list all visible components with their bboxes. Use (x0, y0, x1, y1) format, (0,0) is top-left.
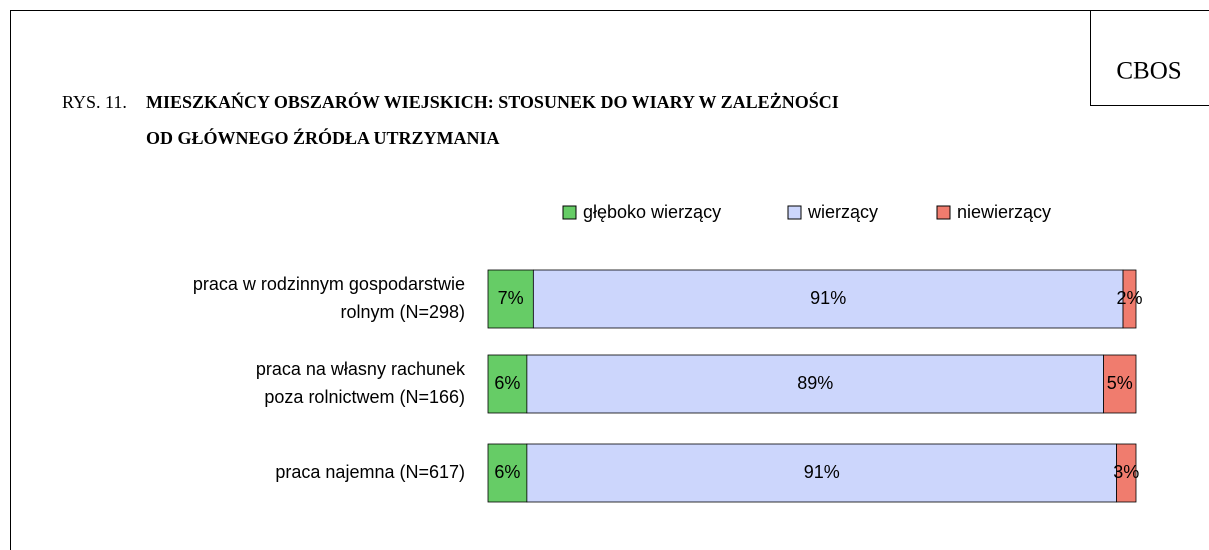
bar-segment (526, 443, 1117, 503)
bar-segment (1103, 354, 1137, 414)
value-label: 91% (810, 288, 846, 308)
y-tick-label: poza rolnictwem (N=166) (264, 387, 465, 407)
legend-label: głęboko wierzący (583, 202, 721, 222)
value-label: 6% (494, 462, 520, 482)
legend-swatch (936, 205, 951, 220)
value-label: 89% (797, 373, 833, 393)
legend-label: niewierzący (957, 202, 1051, 222)
y-tick-label: rolnym (N=298) (340, 302, 465, 322)
bar-segment (487, 443, 528, 503)
legend-swatch (562, 205, 577, 220)
y-tick-label: praca na własny rachunek (256, 359, 466, 379)
value-label: 3% (1113, 462, 1139, 482)
bar-segment (487, 269, 534, 329)
value-label: 2% (1117, 288, 1143, 308)
source: CBOS (1116, 58, 1181, 85)
figure-label: RYS. 11. (62, 92, 127, 112)
legend-label: wierzący (807, 202, 878, 222)
bar-segment (1116, 443, 1137, 503)
y-tick-label: praca najemna (N=617) (275, 462, 465, 482)
source-box (1090, 10, 1209, 106)
bar-segment (532, 269, 1124, 329)
chart-title: MIESZKAŃCY OBSZARÓW WIEJSKICH: STOSUNEK … (146, 91, 839, 112)
bar-segment (1122, 269, 1137, 329)
value-label: 6% (494, 373, 520, 393)
value-label: 5% (1107, 373, 1133, 393)
chart-title: OD GŁÓWNEGO ŹRÓDŁA UTRZYMANIA (146, 127, 500, 148)
y-tick-label: praca w rodzinnym gospodarstwie (193, 274, 465, 294)
value-label: 7% (498, 288, 524, 308)
value-label: 91% (804, 462, 840, 482)
bar-segment (526, 354, 1104, 414)
legend-swatch (787, 205, 802, 220)
